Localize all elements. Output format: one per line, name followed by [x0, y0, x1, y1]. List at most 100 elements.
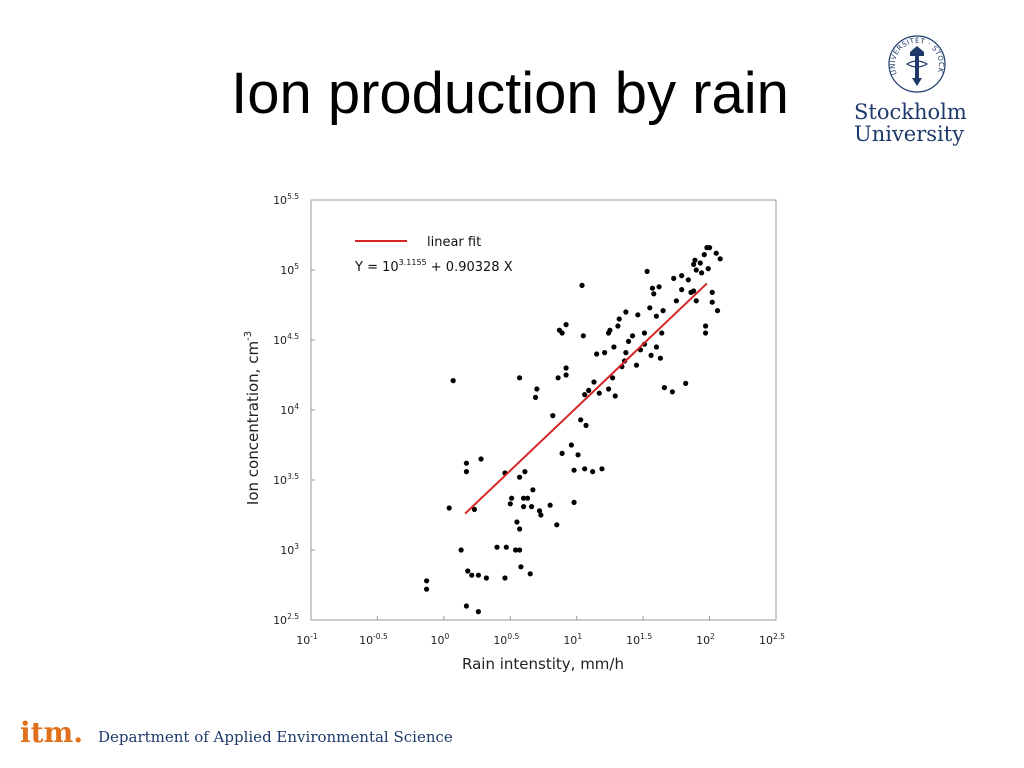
- data-point: [594, 351, 600, 357]
- x-axis-ticks: 10-1 10-0.5 100 100.5 101 101.5 102 102.5: [296, 616, 785, 647]
- x-tick-label: 102: [696, 632, 715, 647]
- data-point: [673, 298, 679, 304]
- data-point: [568, 442, 575, 448]
- data-point: [475, 572, 481, 578]
- data-point: [528, 504, 535, 510]
- data-point: [709, 299, 715, 305]
- data-point: [516, 526, 523, 532]
- y-tick-label: 105: [280, 262, 299, 277]
- data-point: [583, 422, 589, 428]
- data-point: [514, 519, 520, 525]
- fit-equation: Y = 103.1155 + 0.90328 X: [354, 258, 513, 275]
- legend-label: linear fit: [427, 235, 481, 250]
- data-point: [702, 330, 709, 336]
- data-point: [648, 352, 654, 358]
- data-point: [651, 291, 657, 297]
- data-point: [580, 333, 586, 339]
- fit-equation-exponent: 3.1155: [399, 258, 427, 267]
- y-axis-label-sup: -3: [243, 331, 254, 341]
- data-point: [478, 456, 484, 462]
- linear-fit-line: [464, 282, 708, 515]
- data-point: [532, 394, 539, 400]
- data-point: [463, 469, 470, 475]
- data-point: [633, 362, 640, 368]
- data-point: [709, 289, 715, 295]
- data-point: [513, 547, 519, 553]
- x-tick-label: 101.5: [626, 632, 652, 647]
- data-point: [494, 544, 500, 550]
- data-point: [423, 586, 430, 592]
- data-point: [579, 282, 585, 288]
- data-point: [717, 256, 723, 262]
- data-point: [702, 323, 709, 329]
- data-point: [616, 316, 622, 322]
- x-tick-label: 102.5: [759, 632, 785, 647]
- data-point: [660, 308, 666, 314]
- data-point: [653, 313, 660, 319]
- data-point: [571, 499, 577, 505]
- data-point: [518, 564, 524, 570]
- data-point: [446, 505, 452, 511]
- data-point: [516, 375, 523, 381]
- data-point: [691, 288, 697, 294]
- data-point: [530, 487, 536, 493]
- data-point: [571, 467, 577, 473]
- logo-text-stockholm: Stockholm: [854, 100, 967, 124]
- data-point: [657, 355, 664, 361]
- fit-equation-suffix: + 0.90328 X: [427, 260, 513, 275]
- data-point: [475, 609, 481, 615]
- data-point: [582, 466, 588, 472]
- data-point: [524, 495, 531, 501]
- data-point: [692, 257, 698, 263]
- scatter-points: [423, 245, 723, 615]
- data-point: [463, 460, 470, 466]
- y-axis-label: Ion concentration, cm-3: [243, 331, 262, 505]
- data-point: [669, 389, 675, 395]
- data-point: [713, 250, 719, 256]
- data-point: [463, 603, 470, 609]
- data-point: [547, 502, 553, 508]
- data-point: [507, 501, 513, 507]
- data-point: [693, 267, 699, 273]
- data-point: [606, 386, 612, 392]
- data-point: [450, 378, 456, 384]
- data-point: [625, 338, 632, 344]
- chart-legend: linear fit Y = 103.1155 + 0.90328 X: [354, 235, 513, 275]
- y-axis-label-text: Ion concentration, cm: [244, 341, 262, 505]
- data-point: [575, 452, 581, 458]
- data-point: [590, 469, 596, 475]
- data-point: [471, 506, 478, 512]
- data-point: [649, 285, 656, 291]
- data-point: [520, 495, 527, 501]
- y-tick-label: 103: [280, 542, 299, 557]
- data-point: [554, 522, 560, 528]
- data-point: [599, 466, 605, 472]
- data-point: [714, 308, 721, 314]
- data-point: [705, 266, 711, 272]
- data-point: [522, 469, 528, 475]
- data-point: [550, 413, 556, 419]
- data-point: [423, 578, 430, 584]
- data-point: [609, 375, 616, 381]
- data-point: [671, 275, 677, 281]
- data-point: [469, 572, 475, 578]
- data-point: [563, 365, 569, 371]
- data-point: [612, 393, 618, 399]
- data-point: [563, 322, 569, 328]
- data-point: [635, 312, 641, 318]
- data-point: [563, 372, 569, 378]
- x-tick-label: 100: [430, 632, 449, 647]
- data-point: [693, 298, 699, 304]
- slide-title: Ion production by rain: [231, 61, 789, 126]
- data-point: [679, 273, 685, 279]
- data-point: [483, 575, 489, 581]
- data-point: [520, 504, 527, 510]
- y-tick-label: 103.5: [273, 472, 299, 487]
- data-point: [661, 385, 668, 391]
- data-point: [465, 568, 471, 574]
- data-point: [586, 387, 592, 393]
- data-point: [701, 252, 707, 258]
- data-point: [647, 305, 653, 311]
- data-point: [458, 547, 464, 553]
- data-point: [611, 344, 617, 350]
